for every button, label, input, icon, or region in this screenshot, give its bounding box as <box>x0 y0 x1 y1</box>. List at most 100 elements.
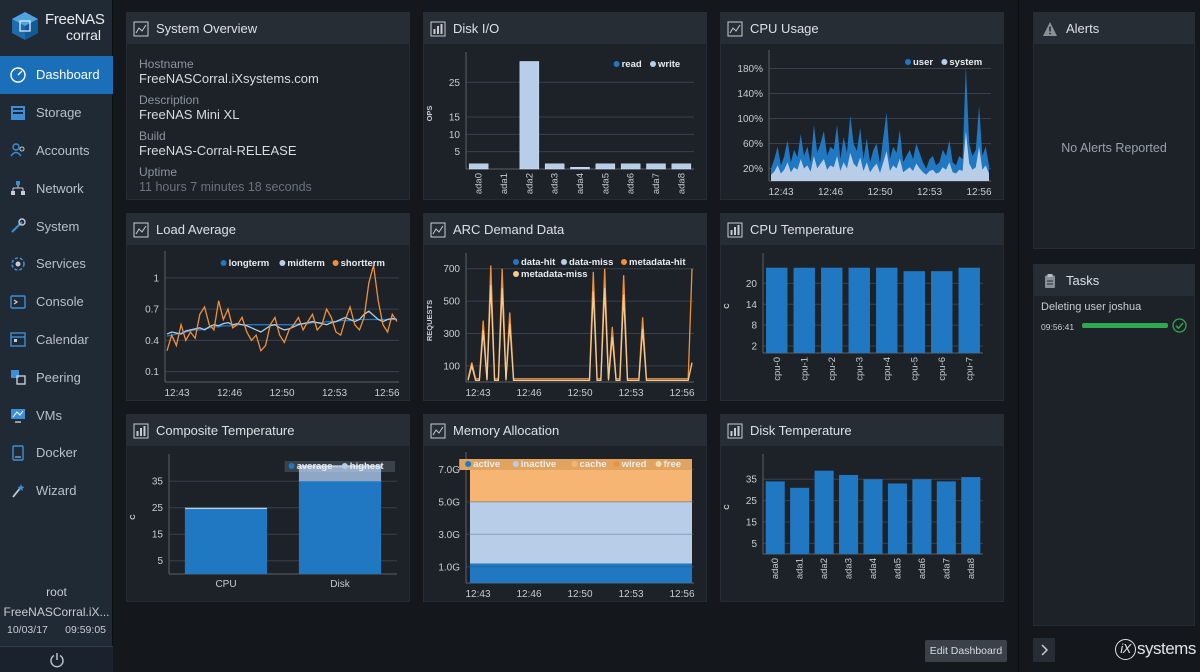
sidebar: FreeNAS corral Dashboard Storage Accounts N… <box>0 0 113 672</box>
line-midterm <box>166 310 398 335</box>
current-date: 10/03/17 <box>7 624 48 636</box>
line-chart-icon <box>727 21 743 36</box>
bar <box>544 163 565 170</box>
y-tick-label: 14 <box>746 300 758 311</box>
sidebar-item-calendar[interactable]: Calendar <box>0 321 113 359</box>
sidebar-item-services[interactable]: Services <box>0 245 113 283</box>
area-user <box>771 65 989 181</box>
legend-marker <box>513 259 519 265</box>
sidebar-item-label: Storage <box>36 105 82 121</box>
sidebar-item-label: VMs <box>36 407 62 423</box>
x-tick-label: ada8 <box>966 558 977 579</box>
legend-marker <box>561 259 567 265</box>
hostname-value: FreeNASCorral.iXsystems.com <box>139 71 319 86</box>
sidebar-item-peering[interactable]: Peering <box>0 358 113 396</box>
legend-marker <box>613 461 620 467</box>
x-tick-label: ada4 <box>575 173 586 194</box>
sidebar-item-wizard[interactable]: Wizard <box>0 472 113 510</box>
legend-background <box>284 461 395 472</box>
bar <box>839 474 859 554</box>
widget-title: CPU Usage <box>750 21 819 36</box>
current-time: 09:59:05 <box>65 624 106 636</box>
y-axis-label: REQUESTS <box>425 300 434 341</box>
chevron-right-icon <box>1041 644 1049 656</box>
legend-label: midterm <box>287 258 324 269</box>
y-tick-label: 15 <box>152 530 164 541</box>
widget-title: Memory Allocation <box>453 423 560 438</box>
x-tick-label: ada4 <box>868 558 879 579</box>
legend-label: metadata-hit <box>629 257 686 268</box>
edit-dashboard-button[interactable]: Edit Dashboard <box>925 640 1007 662</box>
x-tick-label: ada7 <box>941 558 952 579</box>
legend-marker <box>613 61 620 67</box>
sidebar-item-label: Network <box>36 180 84 196</box>
x-tick-label: ada6 <box>626 173 637 194</box>
line-shortterm <box>166 265 398 353</box>
sidebar-item-label: Services <box>36 256 86 272</box>
username: root <box>46 585 67 599</box>
description-label: Description <box>139 93 200 107</box>
bar-chart-icon <box>727 222 743 237</box>
y-tick-label: 180% <box>737 64 763 75</box>
sidebar-item-storage[interactable]: Storage <box>0 94 113 132</box>
x-tick-label: 12:50 <box>567 589 592 600</box>
legend-label: data-miss <box>569 257 613 268</box>
legend-marker <box>941 59 948 65</box>
y-axis-label: C <box>722 504 731 510</box>
y-tick-label: 100 <box>443 361 460 372</box>
sidebar-item-console[interactable]: Console <box>0 283 113 321</box>
power-icon <box>49 652 64 667</box>
sidebar-item-docker[interactable]: Docker <box>0 434 113 472</box>
bar <box>863 479 883 554</box>
y-tick-label: 300 <box>443 329 460 340</box>
legend-marker <box>905 59 911 65</box>
line-chart-icon <box>430 222 446 237</box>
sidebar-item-label: Console <box>36 294 84 310</box>
y-tick-label: 25 <box>449 78 461 89</box>
power-button[interactable] <box>0 646 113 672</box>
y-tick-label: 25 <box>746 496 758 507</box>
x-tick-label: 12:43 <box>164 388 189 399</box>
sidebar-item-label: System <box>36 218 80 234</box>
x-tick-label: 12:43 <box>465 589 490 600</box>
y-tick-label: 20% <box>743 164 763 175</box>
bar <box>848 267 870 353</box>
bar <box>671 163 692 170</box>
x-tick-label: ada5 <box>600 173 611 194</box>
task-time: 09:56:41 <box>1041 322 1075 332</box>
x-tick-label: cpu-3 <box>854 357 865 381</box>
x-tick-label: 12:53 <box>322 388 347 399</box>
sidebar-item-vms[interactable]: VMs <box>0 396 113 434</box>
y-tick-label: 10 <box>449 130 461 141</box>
x-tick-label: CPU <box>215 579 236 590</box>
x-tick-label: cpu-7 <box>964 357 975 381</box>
legend-label: system <box>949 57 982 68</box>
x-tick-label: ada2 <box>819 558 830 579</box>
disk-io-chart: 5 10 15 25 OPS ada0 ada1 ada2 ada3 ada4 ada5 ada6 ad… <box>425 52 694 194</box>
x-tick-label: cpu-6 <box>937 357 948 381</box>
hostname-short: FreeNASCorral.iX... <box>3 605 110 619</box>
expand-panel-button[interactable] <box>1033 638 1055 662</box>
x-tick-label: 12:50 <box>269 388 294 399</box>
legend-label: average <box>297 461 333 472</box>
sidebar-item-accounts[interactable]: Accounts <box>0 132 113 170</box>
ix-logo-mark: iX <box>1115 639 1136 661</box>
x-tick-label: ada1 <box>499 173 510 194</box>
memory-allocation-chart: 1.0G 3.0G 5.0G 7.0G 12:43 12:46 12:50 12:53 12:5… <box>438 452 695 600</box>
uptime-value: 11 hours 7 minutes 18 seconds <box>139 180 312 194</box>
y-tick-label: 700 <box>443 264 460 275</box>
legend-marker <box>279 260 286 266</box>
x-tick-label: 12:56 <box>669 589 694 600</box>
sidebar-item-system[interactable]: System <box>0 207 113 245</box>
sidebar-item-dashboard[interactable]: Dashboard <box>0 56 113 94</box>
sidebar-item-label: Calendar <box>36 331 89 347</box>
x-tick-label: ada0 <box>474 173 485 194</box>
y-tick-label: 1.0G <box>438 562 460 573</box>
sidebar-item-network[interactable]: Network <box>0 169 113 207</box>
bar <box>620 163 641 170</box>
widget-system-overview: System Overview Hostname FreeNASCorral.i… <box>126 12 410 200</box>
x-tick-label: 12:43 <box>768 187 793 198</box>
